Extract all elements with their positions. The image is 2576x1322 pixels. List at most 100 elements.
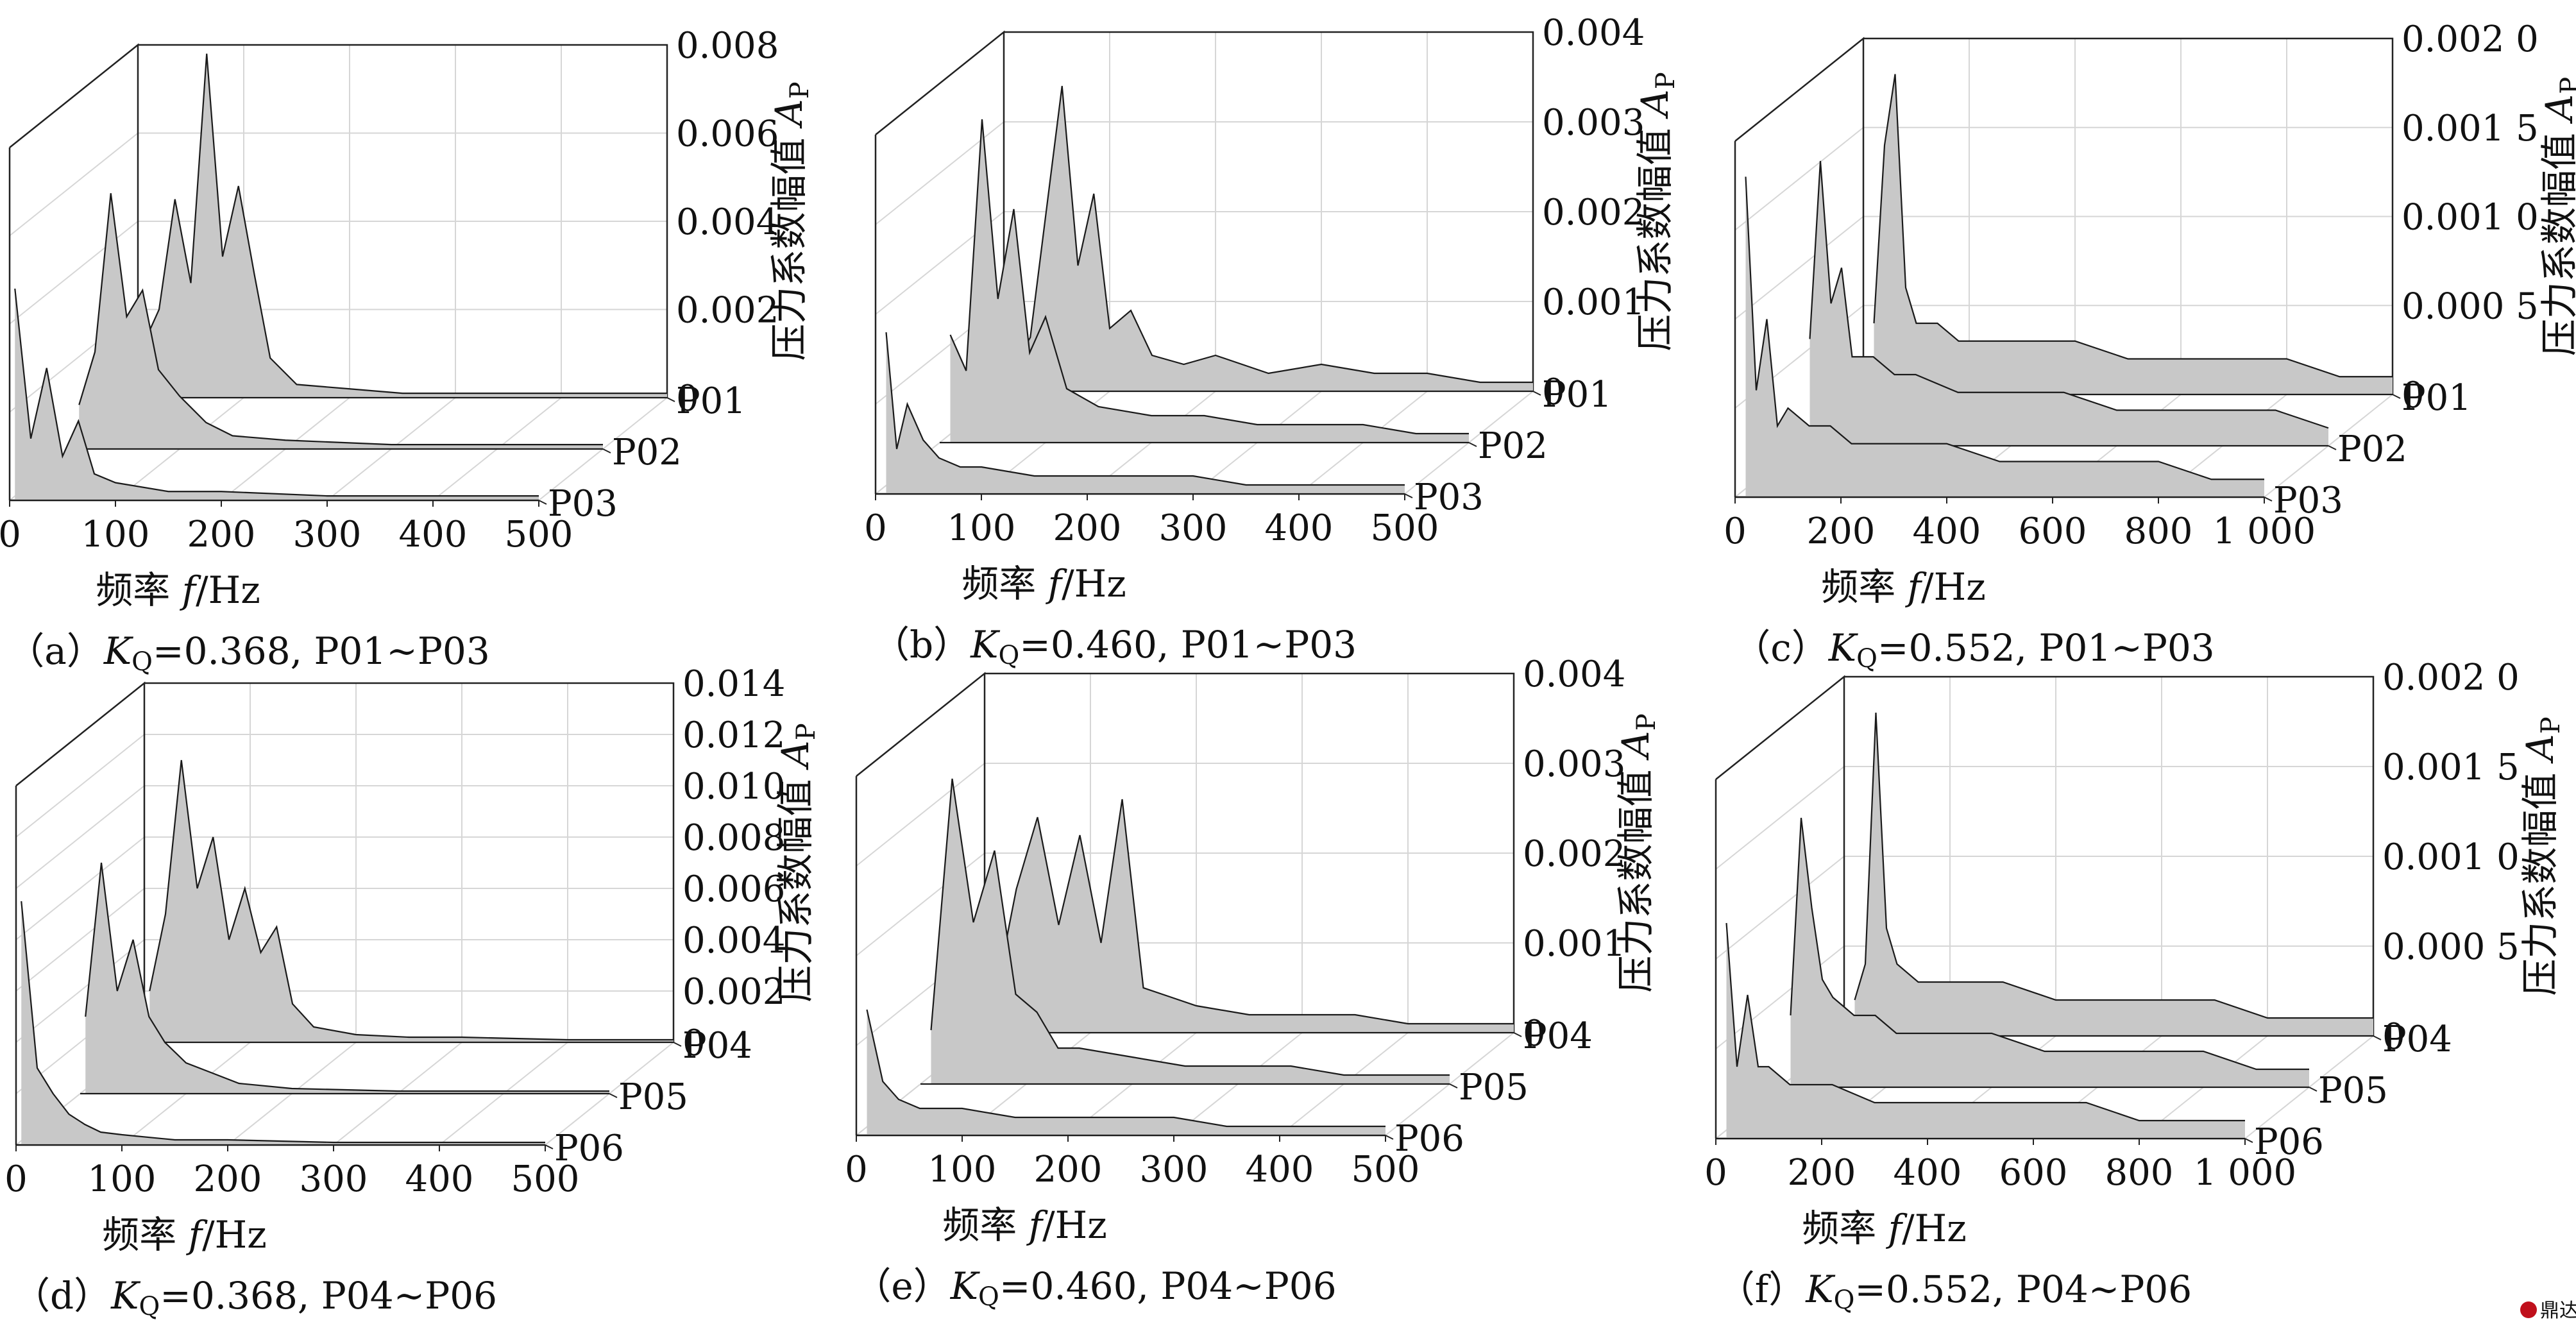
- x-tick-label: 0: [845, 1149, 868, 1191]
- series-tick: [1513, 1032, 1522, 1037]
- y-label-text: 压力系数幅值: [2538, 133, 2576, 356]
- series-label-P05: P05: [1459, 1067, 1529, 1108]
- y-axis-label: 压力系数幅值 AP: [774, 723, 821, 1002]
- y-label-var: A: [774, 740, 817, 779]
- y-axis-label: 压力系数幅值 AP: [767, 81, 815, 360]
- y-label-sub: P: [2536, 716, 2566, 734]
- chart-panel-d: P04 P05 P06 0 100 200 300 400 500 0 0.002 0.004 0.00…: [4, 663, 821, 1321]
- backwall-frame: [985, 672, 1515, 1033]
- x-tick-label: 1 000: [2194, 1152, 2296, 1194]
- caption-rest: =0.368, P04~P06: [160, 1274, 497, 1318]
- backwall-frame: [144, 682, 675, 1042]
- x-tick-label: 400: [1913, 511, 1981, 552]
- y-axis-label: 压力系数幅值 AP: [2518, 716, 2566, 996]
- y-label-sub: P: [792, 723, 821, 740]
- series-label-P04: P04: [1523, 1015, 1593, 1057]
- x-axis-label: 频率 f/Hz: [1802, 1207, 1967, 1250]
- chart-panel-a: P01 P02 P03 0 100 200 300 400 500 0 0.002 0.004 0.00…: [0, 25, 815, 677]
- y-label-sub: P: [1651, 72, 1681, 89]
- x-tick-label: 400: [399, 514, 468, 555]
- x-tick-label: 200: [187, 514, 256, 555]
- x-label-text: 频率: [1802, 1207, 1876, 1250]
- backwall-frame: [138, 44, 668, 398]
- series-line-P04: [149, 759, 674, 1041]
- y-tick-label: 0.000 5: [2402, 285, 2539, 327]
- x-label-unit: /Hz: [202, 1213, 267, 1257]
- sidewall-grid-line: [1715, 856, 1845, 960]
- caption-prefix: （a）: [7, 629, 104, 673]
- x-tick-label: 400: [1894, 1152, 1962, 1194]
- caption-kq-sub: Q: [131, 647, 153, 677]
- y-label-text: 压力系数幅值: [2518, 773, 2562, 996]
- series-tick: [673, 1042, 682, 1047]
- caption-kq-sub: Q: [139, 1292, 160, 1321]
- series-label-P05: P05: [2318, 1070, 2388, 1112]
- caption-kq-sub: Q: [1856, 644, 1877, 674]
- x-axis-label: 频率 f/Hz: [102, 1213, 267, 1257]
- series-label-P01: P01: [1542, 374, 1612, 416]
- series-line-P01: [1873, 74, 2393, 378]
- x-tick-label: 200: [1807, 511, 1876, 552]
- sidewall-grid-line: [9, 132, 139, 237]
- x-label-text: 频率: [102, 1213, 176, 1257]
- series-area-P05: [920, 779, 1450, 1084]
- y-tick-label: 0.004: [1523, 654, 1625, 695]
- series-tick: [1404, 493, 1413, 498]
- y-tick-label: 0: [682, 1022, 706, 1064]
- x-tick-label: 500: [1352, 1149, 1420, 1191]
- series-line-P01: [142, 53, 667, 394]
- series-area-P04: [144, 760, 674, 1042]
- sidewall-frame: [15, 681, 146, 1042]
- series-tick: [2328, 445, 2337, 450]
- y-tick-label: 0.002: [676, 290, 779, 332]
- caption-prefix: （d）: [13, 1274, 111, 1318]
- series-area-P05: [1780, 818, 2309, 1087]
- y-axis-label: 压力系数幅值 AP: [1614, 713, 1661, 992]
- x-tick-label: 300: [1159, 507, 1228, 549]
- sidewall-grid-line: [15, 785, 145, 889]
- y-tick-label: 0.001: [1542, 282, 1645, 323]
- series-tick: [2392, 394, 2401, 399]
- panel-caption: （e）KQ=0.460, P04~P06: [854, 1264, 1336, 1312]
- caption-kq-sub: Q: [998, 641, 1019, 670]
- x-tick-label: 600: [2019, 511, 2087, 552]
- series-line-P05: [85, 862, 609, 1092]
- y-tick-label: 0.008: [682, 817, 785, 859]
- series-label-P04: P04: [682, 1025, 752, 1067]
- sidewall-frame: [9, 43, 139, 398]
- series-label-P02: P02: [1478, 425, 1548, 467]
- sidewall-frame: [1734, 37, 1865, 394]
- x-label-text: 频率: [942, 1203, 1017, 1247]
- x-label-text: 频率: [962, 562, 1036, 606]
- watermark: 鼎达信: [2520, 1300, 2576, 1322]
- x-tick-label: 0: [1724, 511, 1747, 552]
- x-tick-label: 600: [1999, 1152, 2068, 1194]
- y-tick-label: 0.006: [682, 869, 785, 910]
- chart-panel-b: P01 P02 P03 0 100 200 300 400 500 0 0.001 0.002 0.00…: [864, 12, 1681, 670]
- y-tick-label: 0.001 0: [2402, 197, 2539, 239]
- x-tick-label: 100: [88, 1158, 157, 1200]
- series-line-P04: [1854, 712, 2373, 1019]
- series-line-P06: [866, 1009, 1385, 1128]
- y-label-text: 压力系数幅值: [767, 138, 811, 361]
- caption-prefix: （c）: [1733, 626, 1828, 670]
- y-label-text: 压力系数幅值: [1614, 770, 1657, 993]
- x-label-text: 频率: [96, 568, 170, 612]
- sidewall-grid-line: [15, 939, 145, 1043]
- series-tick: [538, 500, 547, 505]
- caption-rest: =0.368, P01~P03: [153, 629, 490, 673]
- x-tick-label: 200: [1788, 1152, 1856, 1194]
- series-tick: [545, 1144, 554, 1149]
- x-tick-label: 400: [1246, 1149, 1314, 1191]
- x-tick-label: 500: [505, 514, 573, 555]
- series-line-P06: [1725, 922, 2245, 1122]
- sidewall-grid-line: [15, 836, 145, 940]
- panels: P01 P02 P03 0 100 200 300 400 500 0 0.002 0.004 0.00…: [0, 12, 2576, 1321]
- y-tick-label: 0: [1542, 371, 1565, 413]
- sidewall-frame: [1715, 675, 1845, 1036]
- y-tick-label: 0.004: [676, 201, 779, 243]
- x-tick-label: 0: [864, 507, 887, 549]
- series-area-P06: [856, 1010, 1385, 1135]
- series-tick: [2373, 1035, 2382, 1040]
- sidewall-grid-line: [1734, 216, 1864, 320]
